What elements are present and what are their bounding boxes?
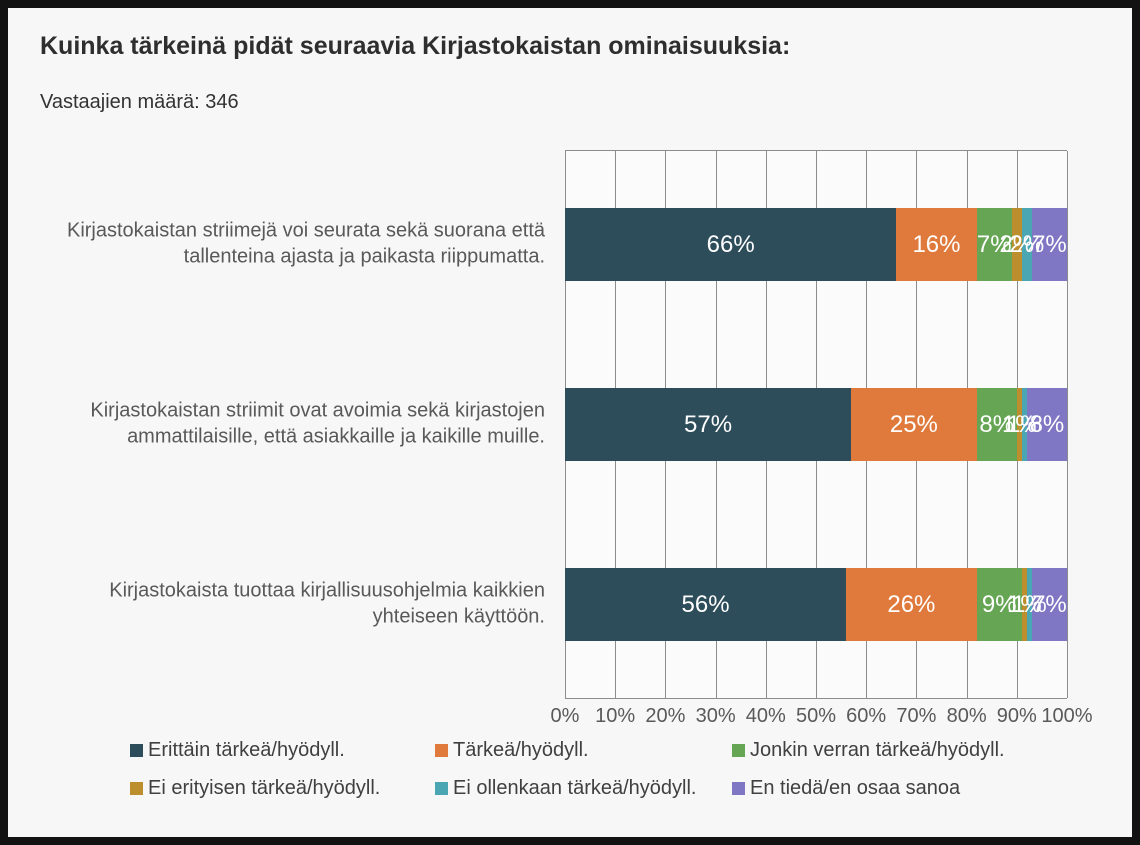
plot-area: 66% 16% 7% 2% 2% 7% 57% 25% 8% 1% 1% 8% 56% 26% 9% 1% 1%… xyxy=(565,150,1068,699)
legend-label: Jonkin verran tärkeä/hyödyll. xyxy=(750,739,1005,761)
stacked-bar: 56% 26% 9% 1% 1% 7% xyxy=(565,568,1067,641)
gridline xyxy=(1067,151,1068,698)
bar-value-label: 57% xyxy=(684,410,733,438)
bar-value-label: 1% xyxy=(1006,590,1042,618)
bar-segment xyxy=(1021,568,1027,641)
bar-segment xyxy=(896,208,977,281)
bar-segment xyxy=(565,568,847,641)
x-axis-tick-label: 0% xyxy=(550,705,580,727)
bar-value-label: 1% xyxy=(1012,590,1047,618)
stacked-bar: 57% 25% 8% 1% 1% 8% xyxy=(565,388,1067,461)
bar-segment xyxy=(851,388,977,461)
bar-segment xyxy=(976,208,1012,281)
bar-segment xyxy=(976,388,1017,461)
bar-value-label: 1% xyxy=(1006,410,1042,438)
legend-color-swatch-icon xyxy=(732,744,745,757)
x-axis-tick-label: 70% xyxy=(896,705,937,727)
legend-label: Erittäin tärkeä/hyödyll. xyxy=(148,739,345,761)
bar-value-label: 1% xyxy=(1001,410,1037,438)
bar-value-label: 2% xyxy=(1009,230,1045,258)
chart-title: Kuinka tärkeinä pidät seuraavia Kirjasto… xyxy=(40,32,791,60)
x-axis-tick-label: 20% xyxy=(645,705,686,727)
bar-segment xyxy=(1026,388,1067,461)
bar-segment xyxy=(1021,388,1027,461)
x-axis-tick-label: 50% xyxy=(795,705,837,727)
category-label: Kirjastokaistan striimit ovat avoimia se… xyxy=(90,399,545,448)
bar-value-label: 2% xyxy=(999,230,1035,258)
bar-segment xyxy=(565,208,897,281)
x-axis-tick-label: 60% xyxy=(846,705,887,727)
legend-item: Ei ollenkaan tärkeä/hyödyll. xyxy=(435,777,696,800)
legend-color-swatch-icon xyxy=(435,782,448,795)
legend-item: En tiedä/en osaa sanoa xyxy=(732,777,960,800)
x-axis-tick-label: 10% xyxy=(595,705,636,727)
legend-item: Erittäin tärkeä/hyödyll. xyxy=(130,739,345,762)
legend-label: Ei erityisen tärkeä/hyödyll. xyxy=(148,777,381,799)
x-axis-tick-label: 100% xyxy=(1041,705,1093,727)
legend-color-swatch-icon xyxy=(130,782,143,795)
category-label: Kirjastokaista tuottaa kirjallisuusohjel… xyxy=(109,579,545,628)
bar-value-label: 26% xyxy=(887,590,936,618)
bar-segment xyxy=(1026,568,1032,641)
x-axis-tick-label: 90% xyxy=(996,705,1037,727)
bar-value-label: 56% xyxy=(681,590,730,618)
legend-color-swatch-icon xyxy=(732,782,745,795)
x-axis-tick-label: 40% xyxy=(745,705,786,727)
bar-value-label: 8% xyxy=(1029,410,1065,438)
bar-segment xyxy=(1031,208,1067,281)
bar-value-label: 7% xyxy=(1032,230,1067,258)
bar-segment xyxy=(1031,568,1067,641)
bar-value-label: 25% xyxy=(889,410,938,438)
bar-segment xyxy=(1011,208,1022,281)
stacked-bar: 66% 16% 7% 2% 2% 7% xyxy=(565,208,1067,281)
legend-label: Tärkeä/hyödyll. xyxy=(453,739,589,761)
legend-label: En tiedä/en osaa sanoa xyxy=(750,777,961,799)
bar-segment xyxy=(976,568,1022,641)
legend-item: Tärkeä/hyödyll. xyxy=(435,739,589,762)
bar-segment xyxy=(565,388,852,461)
bar-value-label: 7% xyxy=(976,230,1012,258)
legend-color-swatch-icon xyxy=(435,744,448,757)
category-label: Kirjastokaistan striimejä voi seurata se… xyxy=(66,219,545,268)
bar-value-label: 66% xyxy=(706,230,755,258)
bar-segment xyxy=(1016,388,1022,461)
bar-segment xyxy=(846,568,977,641)
x-axis-tick-label: 30% xyxy=(695,705,736,727)
x-axis-tick-label: 80% xyxy=(946,705,987,727)
bar-value-label: 9% xyxy=(981,590,1017,618)
respondent-count: Vastaajien määrä: 346 xyxy=(40,91,239,113)
legend-color-swatch-icon xyxy=(130,744,143,757)
legend-item: Ei erityisen tärkeä/hyödyll. xyxy=(130,777,380,800)
legend-item: Jonkin verran tärkeä/hyödyll. xyxy=(732,739,1005,762)
bar-value-label: 16% xyxy=(912,230,961,258)
bar-value-label: 7% xyxy=(1032,590,1067,618)
bar-segment xyxy=(1021,208,1032,281)
bar-value-label: 8% xyxy=(979,410,1015,438)
legend-label: Ei ollenkaan tärkeä/hyödyll. xyxy=(453,777,697,799)
